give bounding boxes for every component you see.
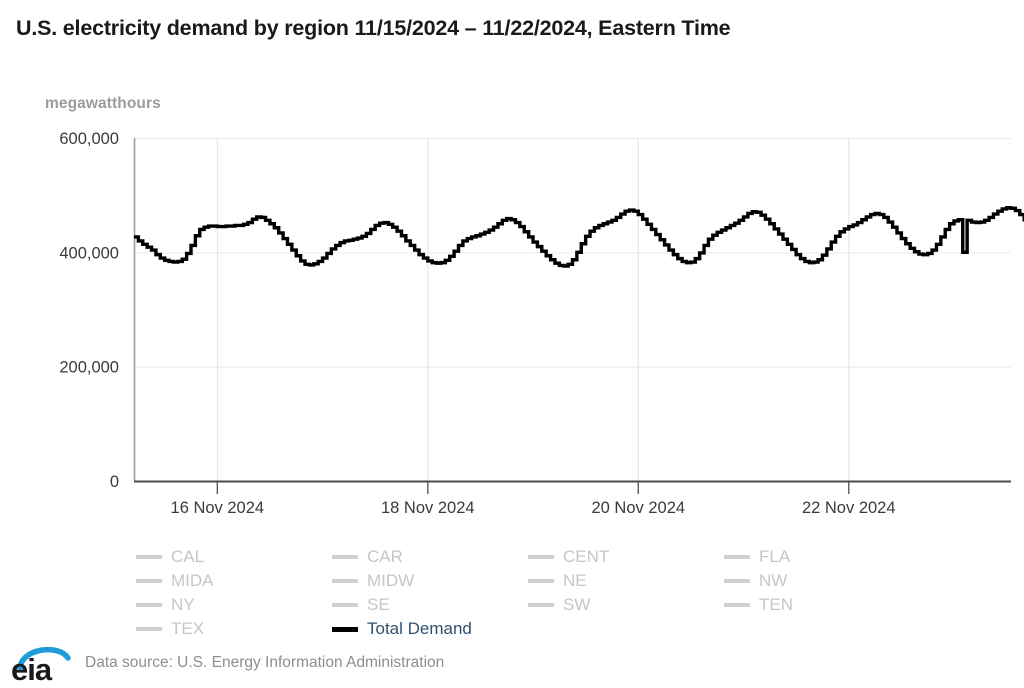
y-tick-label: 0 (110, 473, 119, 491)
legend-label: SW (563, 595, 591, 614)
legend-label: TEN (759, 595, 793, 614)
x-axis-tick-labels: 16 Nov 2024 18 Nov 2024 20 Nov 2024 22 Nov … (171, 499, 896, 517)
legend-item-ten[interactable]: TEN (724, 593, 920, 617)
chart-gridlines (134, 138, 1011, 482)
x-tick-label: 18 Nov 2024 (381, 499, 475, 517)
eia-logo-svg: eia (11, 646, 71, 687)
legend-row: TEX Total Demand (136, 617, 996, 641)
x-axis-ticks (216, 482, 850, 494)
legend-item-tex[interactable]: TEX (136, 617, 332, 641)
data-source-text: Data source: U.S. Energy Information Adm… (85, 654, 445, 671)
legend-label: NY (171, 595, 195, 614)
legend-label: CAR (367, 547, 403, 566)
legend-swatch-icon (724, 579, 750, 583)
y-axis-tick-labels: 0 200,000 400,000 600,000 (59, 130, 119, 491)
legend-swatch-icon (332, 626, 358, 632)
chart-plot-area: 0 200,000 400,000 600,000 16 Nov 2024 18 Nov… (59, 130, 1024, 517)
legend-swatch-icon (332, 579, 358, 583)
legend-row: NY SE SW TEN (136, 593, 996, 617)
legend-label: NE (563, 571, 587, 590)
legend-row: MIDA MIDW NE NW (136, 569, 996, 593)
page-title: U.S. electricity demand by region 11/15/… (16, 16, 731, 40)
legend-swatch-icon (528, 555, 554, 559)
legend-label: Total Demand (367, 619, 472, 638)
legend-item-ny[interactable]: NY (136, 593, 332, 617)
legend-item-total-demand[interactable]: Total Demand (332, 617, 528, 641)
chart-svg: 0 200,000 400,000 600,000 16 Nov 2024 18 Nov… (59, 130, 1024, 517)
y-tick-label: 200,000 (59, 359, 119, 377)
legend-row: CAL CAR CENT FLA (136, 545, 996, 569)
legend-swatch-icon (332, 555, 358, 559)
legend-label: CENT (563, 547, 610, 566)
footer: eia Data source: U.S. Energy Information… (10, 643, 445, 687)
legend-label: MIDW (367, 571, 415, 590)
legend-item-nw[interactable]: NW (724, 569, 920, 593)
y-axis-units-label: megawatthours (45, 95, 161, 112)
legend-item-cent[interactable]: CENT (528, 545, 724, 569)
legend-swatch-icon (528, 579, 554, 583)
legend-swatch-icon (136, 555, 162, 559)
legend-item-sw[interactable]: SW (528, 593, 724, 617)
legend-label: SE (367, 595, 390, 614)
x-tick-label: 16 Nov 2024 (171, 499, 265, 517)
legend-label: NW (759, 571, 788, 590)
y-tick-label: 600,000 (59, 130, 119, 148)
legend-item-midw[interactable]: MIDW (332, 569, 528, 593)
legend-swatch-icon (724, 555, 750, 559)
eia-wordmark: eia (11, 652, 53, 683)
legend-label: TEX (171, 619, 205, 638)
x-tick-label: 20 Nov 2024 (591, 499, 685, 517)
eia-swoosh-icon (17, 646, 71, 672)
legend-swatch-icon (528, 603, 554, 607)
legend-item-se[interactable]: SE (332, 593, 528, 617)
series-line-total-demand[interactable] (134, 206, 1024, 282)
legend-item-fla[interactable]: FLA (724, 545, 920, 569)
legend-swatch-icon (332, 603, 358, 607)
chart-day-separators (216, 138, 850, 481)
legend-item-mida[interactable]: MIDA (136, 569, 332, 593)
legend-item-cal[interactable]: CAL (136, 545, 332, 569)
chart-legend: CAL CAR CENT FLA MIDA MIDW NE NW NY SE SW TEN TEX Tot… (136, 545, 996, 641)
legend-label: MIDA (171, 571, 214, 590)
legend-swatch-icon (136, 579, 162, 583)
legend-label: FLA (759, 547, 791, 566)
x-tick-label: 22 Nov 2024 (802, 499, 896, 517)
legend-swatch-icon (724, 603, 750, 607)
legend-label: CAL (171, 547, 205, 566)
legend-item-ne[interactable]: NE (528, 569, 724, 593)
y-tick-label: 400,000 (59, 244, 119, 262)
legend-item-car[interactable]: CAR (332, 545, 528, 569)
eia-logo: eia (10, 643, 76, 687)
legend-swatch-icon (136, 603, 162, 607)
legend-swatch-icon (136, 627, 162, 631)
